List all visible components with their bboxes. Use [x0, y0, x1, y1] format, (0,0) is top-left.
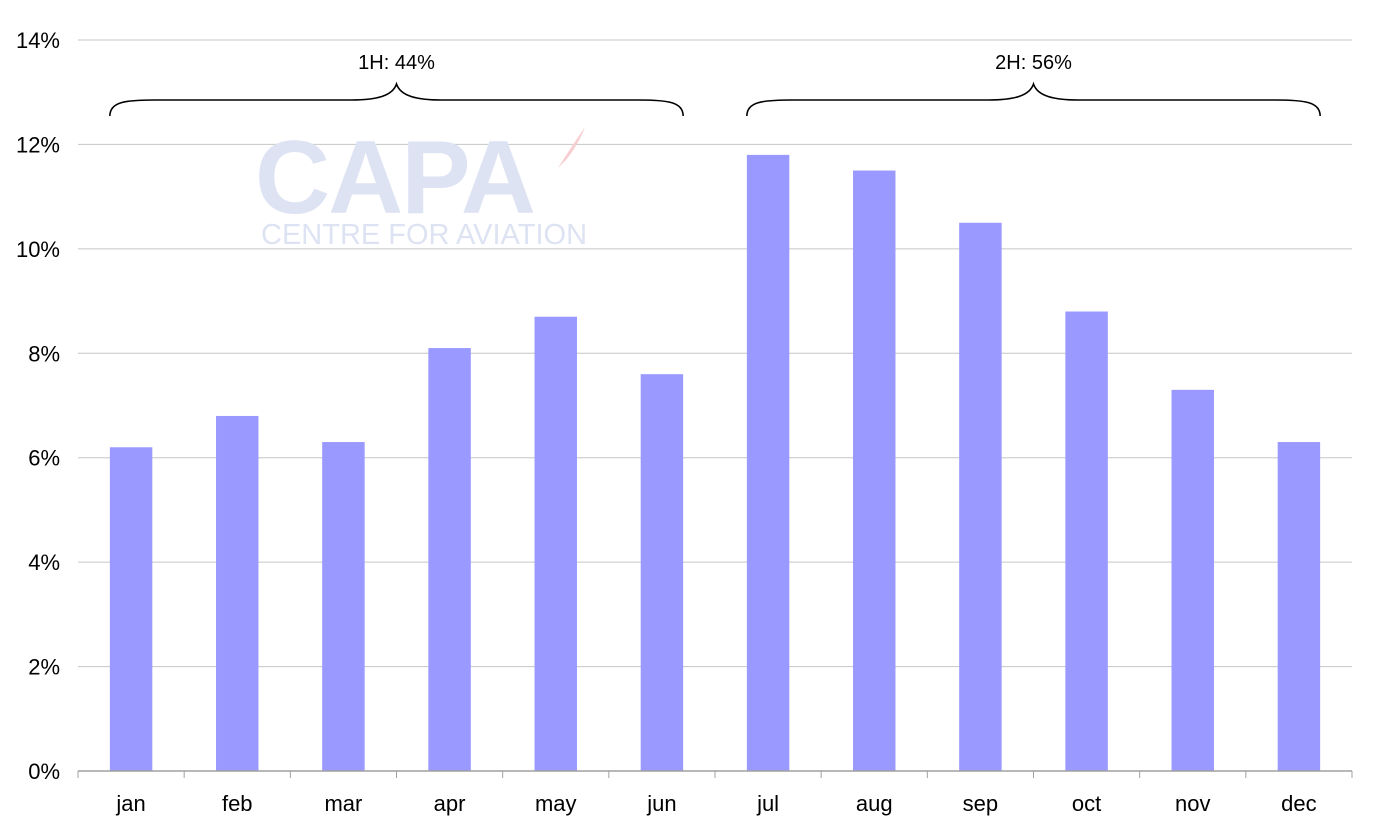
watermark-logo: CAPA: [255, 120, 534, 236]
bar-jul: [746, 154, 790, 771]
x-tick-label: sep: [963, 791, 998, 816]
y-tick-label: 8%: [28, 341, 60, 366]
x-tick-label: jun: [646, 791, 676, 816]
bar-feb: [216, 415, 259, 771]
y-tick-label: 12%: [16, 132, 60, 157]
bar-jun: [640, 374, 684, 771]
annotation-label: 1H: 44%: [358, 52, 435, 74]
capa-watermark: CAPA CENTRE FOR AVIATION: [255, 120, 587, 251]
gridlines: [78, 39, 1352, 668]
annotation-label: 2H: 56%: [995, 52, 1072, 74]
y-tick-label: 0%: [28, 759, 60, 784]
bar-oct: [1065, 311, 1108, 771]
x-tick-label: mar: [324, 791, 362, 816]
y-tick-labels: 0% 2% 4% 6% 8% 10% 12% 14%: [16, 28, 60, 784]
x-tick-label: aug: [856, 791, 893, 816]
x-tick-label: jan: [115, 791, 145, 816]
annotation-brace: [109, 81, 684, 117]
x-tick-label: dec: [1281, 791, 1316, 816]
x-tick-label: apr: [434, 791, 466, 816]
bar-may: [534, 316, 577, 771]
x-tick-labels: jan feb mar apr may jun jul aug sep oct nov dec: [115, 791, 1316, 816]
watermark-swoosh-icon: [558, 127, 585, 168]
axes: [77, 770, 1353, 778]
annotation-brace: [746, 81, 1321, 117]
y-tick-label: 14%: [16, 28, 60, 53]
watermark-tagline: CENTRE FOR AVIATION: [261, 219, 587, 251]
bar-mar: [322, 442, 365, 771]
bar-sep: [959, 222, 1002, 771]
x-tick-label: feb: [222, 791, 253, 816]
x-tick-label: may: [535, 791, 577, 816]
x-tick-label: nov: [1175, 791, 1210, 816]
x-tick-label: jul: [756, 791, 779, 816]
bar-jan: [109, 447, 153, 771]
y-tick-label: 4%: [28, 550, 60, 575]
bars: [109, 154, 1321, 772]
y-tick-label: 2%: [28, 655, 60, 680]
x-tick-label: oct: [1072, 791, 1101, 816]
bar-dec: [1277, 442, 1321, 771]
bar-nov: [1171, 389, 1214, 771]
bar-aug: [853, 170, 896, 772]
y-tick-label: 10%: [16, 237, 60, 262]
bar-apr: [428, 348, 471, 771]
y-tick-label: 6%: [28, 446, 60, 471]
half-year-annotations: 1H: 44% 2H: 56%: [109, 52, 1321, 117]
